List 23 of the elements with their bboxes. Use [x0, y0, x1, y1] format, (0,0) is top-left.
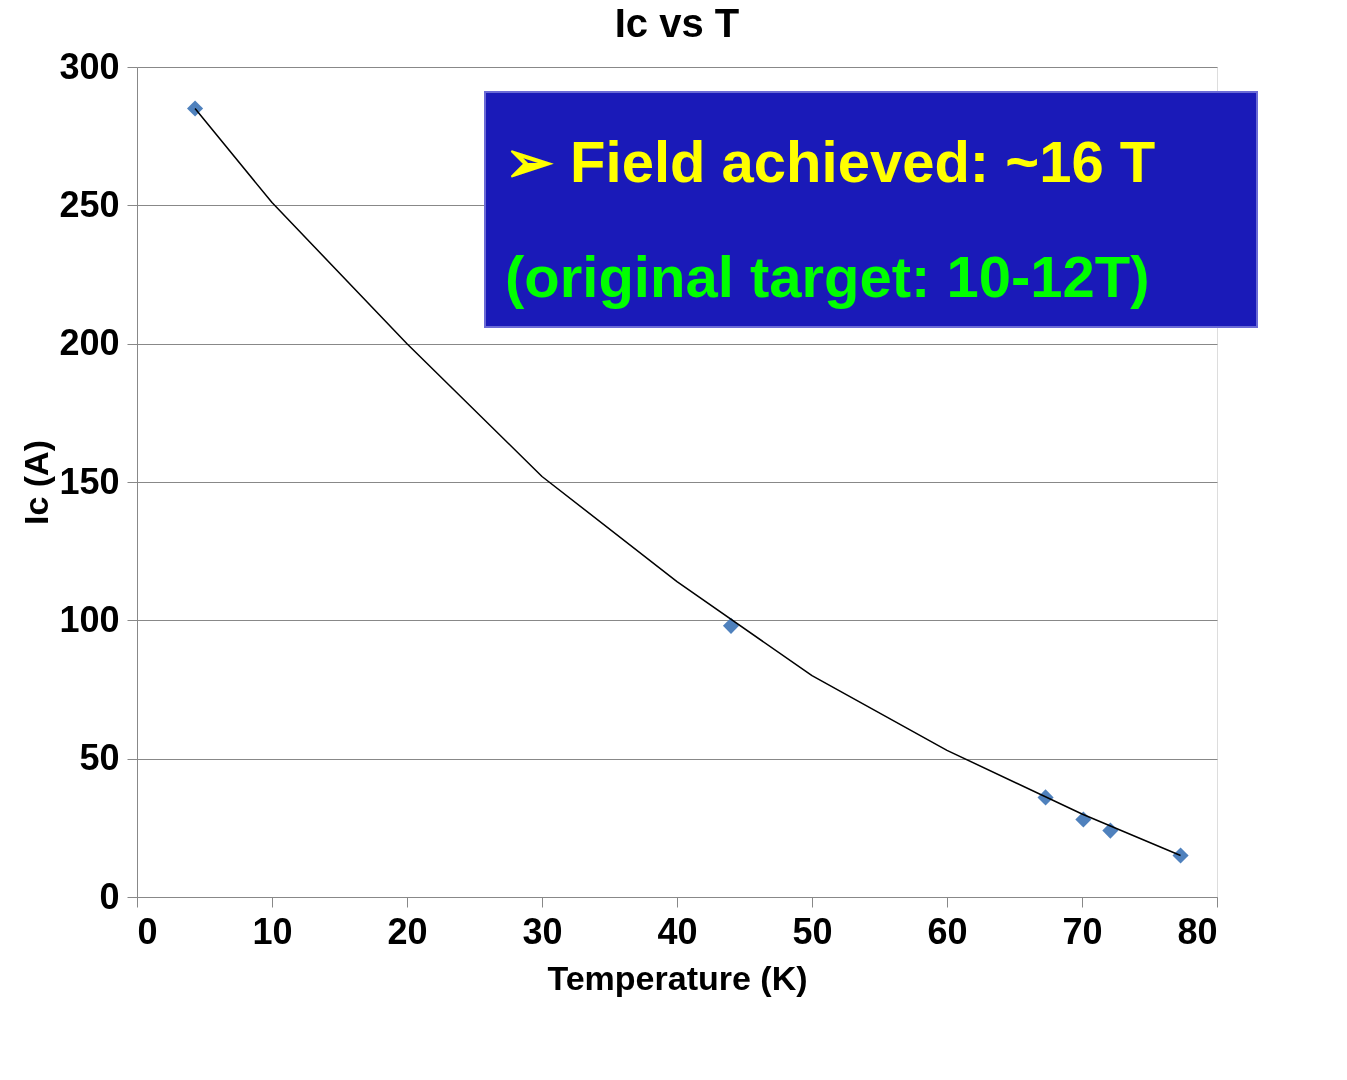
x-tick-label: 0	[137, 910, 158, 952]
x-axis-title: Temperature (K)	[547, 958, 808, 997]
y-tick-label: 100	[59, 598, 120, 640]
y-tick-label: 200	[59, 322, 120, 364]
y-tick-label: 300	[59, 45, 120, 87]
x-tick-label: 40	[657, 910, 698, 952]
x-tick-label: 20	[387, 910, 428, 952]
point	[1172, 847, 1189, 864]
y-tick-label: 150	[59, 460, 120, 502]
x-tick-label: 80	[1177, 910, 1218, 952]
annotation: ➢ Field achieved: ~16 T	[505, 129, 1156, 194]
y-tick-label: 0	[99, 875, 120, 917]
point	[186, 100, 204, 117]
chart-title: Ic vs T	[614, 1, 740, 45]
x-tick-label: 50	[792, 910, 833, 952]
x-tick-label: 70	[1062, 910, 1103, 952]
x-tick-label: 10	[252, 910, 293, 952]
annotation: (original target: 10-12T)	[505, 244, 1150, 309]
y-tick-label: 250	[59, 183, 120, 225]
x-tick-label: 30	[522, 910, 563, 952]
y-axis-title: Ic (A)	[17, 440, 56, 525]
y-tick-label: 50	[79, 737, 120, 779]
x-tick-label: 60	[927, 910, 968, 952]
